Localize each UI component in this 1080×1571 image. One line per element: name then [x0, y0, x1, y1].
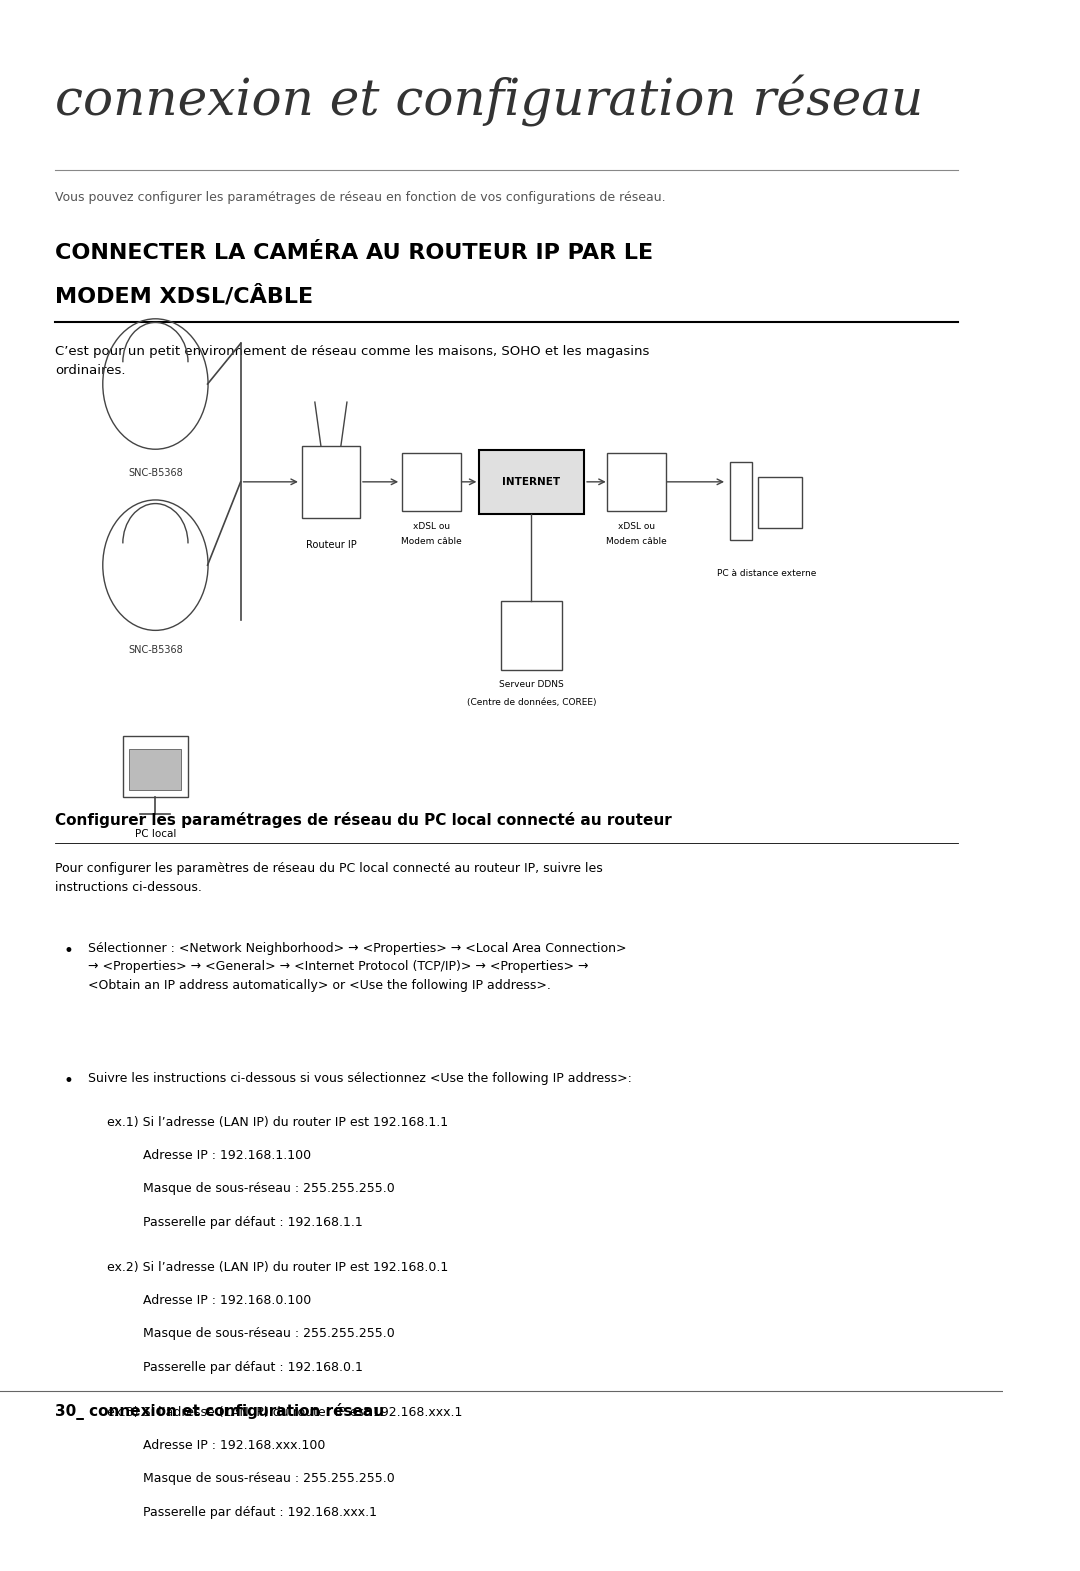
Text: SNC-B5368: SNC-B5368 [129, 468, 183, 478]
Text: Pour configurer les paramètres de réseau du PC local connecté au routeur IP, sui: Pour configurer les paramètres de réseau… [55, 862, 603, 894]
Text: Masque de sous-réseau : 255.255.255.0: Masque de sous-réseau : 255.255.255.0 [144, 1183, 395, 1196]
Text: 30_ connexion et configuration réseau: 30_ connexion et configuration réseau [55, 1403, 384, 1420]
Text: ex.3) Si l’adresse (LAN IP) du router IP est 192.168.xxx.1: ex.3) Si l’adresse (LAN IP) du router IP… [107, 1406, 462, 1419]
Text: Adresse IP : 192.168.1.100: Adresse IP : 192.168.1.100 [144, 1148, 311, 1163]
Text: Vous pouvez configurer les paramétrages de réseau en fonction de vos configurati: Vous pouvez configurer les paramétrages … [55, 192, 665, 204]
Text: ex.2) Si l’adresse (LAN IP) du router IP est 192.168.0.1: ex.2) Si l’adresse (LAN IP) du router IP… [107, 1262, 448, 1274]
Text: xDSL ou: xDSL ou [413, 523, 449, 531]
Text: •: • [63, 1073, 73, 1090]
Text: C’est pour un petit environnement de réseau comme les maisons, SOHO et les magas: C’est pour un petit environnement de rés… [55, 346, 649, 377]
Text: Passerelle par défaut : 192.168.0.1: Passerelle par défaut : 192.168.0.1 [144, 1360, 363, 1373]
Text: connexion et configuration réseau: connexion et configuration réseau [55, 75, 923, 127]
Text: Serveur DDNS: Serveur DDNS [499, 680, 564, 690]
Text: Passerelle par défaut : 192.168.1.1: Passerelle par défaut : 192.168.1.1 [144, 1216, 363, 1229]
Text: PC à distance externe: PC à distance externe [717, 569, 816, 578]
Text: MODEM XDSL/CÂBLE: MODEM XDSL/CÂBLE [55, 286, 313, 306]
Text: Suivre les instructions ci-dessous si vous sélectionnez <Use the following IP ad: Suivre les instructions ci-dessous si vo… [89, 1073, 632, 1086]
Text: Modem câble: Modem câble [606, 537, 667, 545]
FancyBboxPatch shape [130, 749, 181, 790]
Text: ex.1) Si l’adresse (LAN IP) du router IP est 192.168.1.1: ex.1) Si l’adresse (LAN IP) du router IP… [107, 1115, 448, 1130]
Text: Sélectionner : <Network Neighborhood> → <Properties> → <Local Area Connection>
→: Sélectionner : <Network Neighborhood> → … [89, 943, 626, 991]
Text: Passerelle par défaut : 192.168.xxx.1: Passerelle par défaut : 192.168.xxx.1 [144, 1505, 377, 1519]
Text: •: • [63, 943, 73, 960]
Text: Configurer les paramétrages de réseau du PC local connecté au routeur: Configurer les paramétrages de réseau du… [55, 812, 672, 828]
Text: SNC-B5368: SNC-B5368 [129, 644, 183, 655]
Text: (Centre de données, COREE): (Centre de données, COREE) [467, 698, 596, 707]
Text: Adresse IP : 192.168.0.100: Adresse IP : 192.168.0.100 [144, 1295, 312, 1307]
Text: Modem câble: Modem câble [401, 537, 461, 545]
Text: Routeur IP: Routeur IP [306, 540, 356, 550]
Text: xDSL ou: xDSL ou [618, 523, 656, 531]
Text: CONNECTER LA CAMÉRA AU ROUTEUR IP PAR LE: CONNECTER LA CAMÉRA AU ROUTEUR IP PAR LE [55, 244, 653, 264]
Text: Adresse IP : 192.168.xxx.100: Adresse IP : 192.168.xxx.100 [144, 1439, 326, 1452]
Text: Masque de sous-réseau : 255.255.255.0: Masque de sous-réseau : 255.255.255.0 [144, 1327, 395, 1340]
FancyBboxPatch shape [478, 449, 584, 514]
Text: INTERNET: INTERNET [502, 478, 561, 487]
Text: Masque de sous-réseau : 255.255.255.0: Masque de sous-réseau : 255.255.255.0 [144, 1472, 395, 1485]
Text: PC local: PC local [135, 829, 176, 839]
